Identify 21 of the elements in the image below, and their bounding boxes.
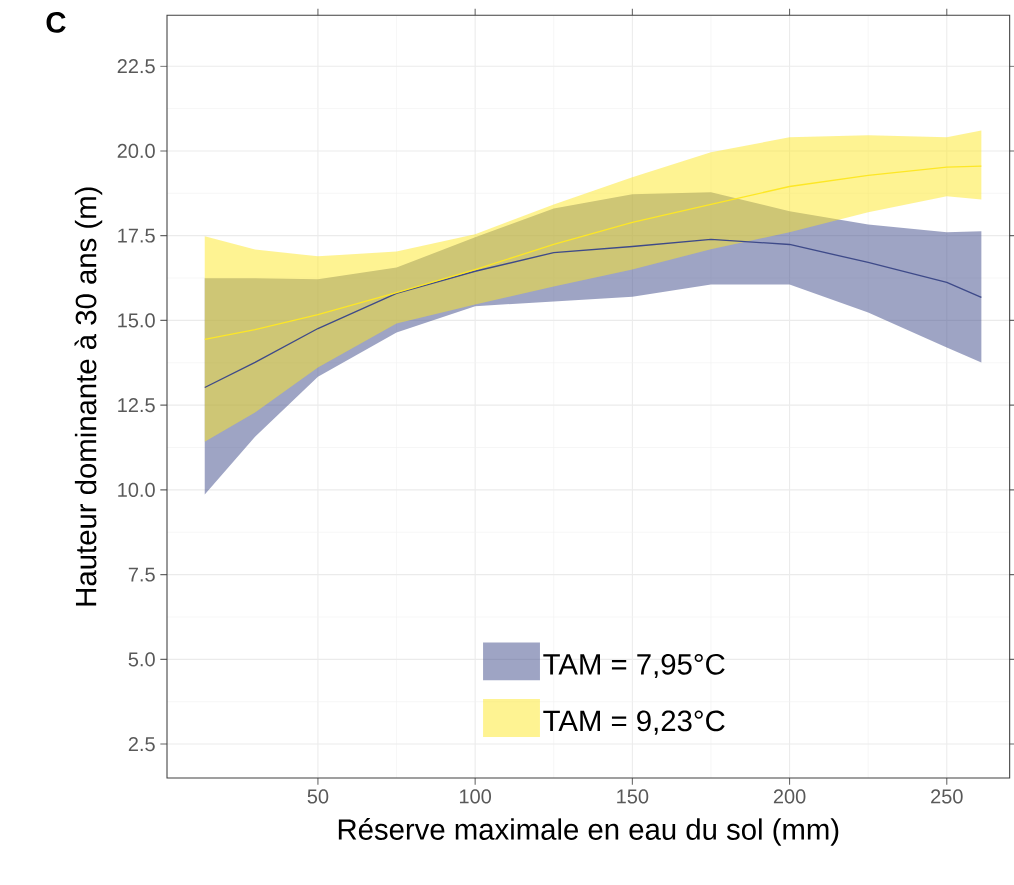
y-tick-label: 20.0 [117, 143, 155, 158]
y-tick-label: 5.0 [128, 652, 155, 667]
y-tick-label: 10.0 [118, 482, 155, 497]
line-series [204, 165, 983, 341]
legend-label: TAM = 9,23°C [543, 710, 725, 735]
y-tick-label: 15.0 [118, 313, 155, 328]
x-axis-title: Réserve maximale en eau du sol (mm) [338, 818, 839, 846]
x-tick-label: 250 [931, 789, 963, 804]
y-tick-label: 7.5 [128, 567, 155, 582]
legend-label: TAM = 7,95°C [543, 653, 725, 679]
x-tick-label: 50 [307, 789, 329, 804]
y-tick-label: 12.5 [118, 398, 155, 413]
line-series [204, 238, 983, 389]
y-tick-label: 22.5 [117, 59, 155, 74]
y-axis-title: Hauteur dominante à 30 ans (m) [74, 187, 103, 606]
y-tick-label: 17.5 [118, 228, 155, 243]
x-tick-label: 150 [617, 789, 649, 804]
x-tick-label: 100 [459, 789, 492, 804]
chart-title: C [46, 12, 66, 33]
x-tick-label: 200 [773, 789, 806, 804]
y-tick-label: 2.5 [128, 737, 155, 752]
